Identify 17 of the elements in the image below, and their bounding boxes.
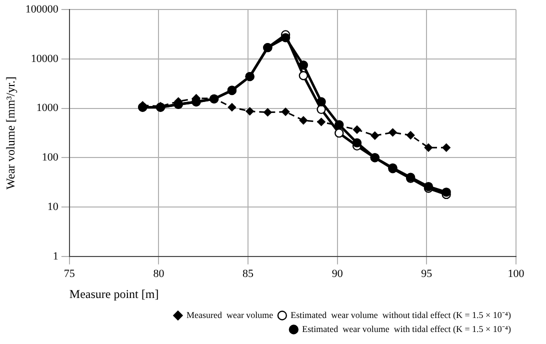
y-tick-label: 100000	[25, 3, 59, 16]
y-tick-label: 100	[42, 152, 59, 164]
x-tick-label: 95	[421, 268, 433, 280]
y-tick-label: 1	[52, 250, 58, 262]
legend-label: Estimated wear volume without tidal effect (K = 1.5 × 10⁻⁴)	[290, 310, 512, 320]
x-tick-label: 90	[332, 268, 344, 280]
legend-label: Estimated wear volume with tidal effect (K = 1.5 × 10⁻⁴)	[302, 324, 512, 334]
legend-label: Measured wear volume	[186, 310, 274, 320]
x-tick-label: 100	[508, 268, 525, 280]
y-tick-label: 10	[47, 200, 59, 213]
y-axis-title: Wear volume [mm³/yr.]	[3, 76, 18, 190]
x-tick-label: 85	[242, 268, 254, 280]
y-tick-label: 10000	[30, 52, 59, 65]
y-tick-label: 1000	[36, 102, 59, 114]
x-axis-title: Measure point [m]	[69, 286, 159, 301]
x-tick-label: 75	[64, 268, 76, 280]
x-tick-label: 80	[153, 268, 165, 280]
